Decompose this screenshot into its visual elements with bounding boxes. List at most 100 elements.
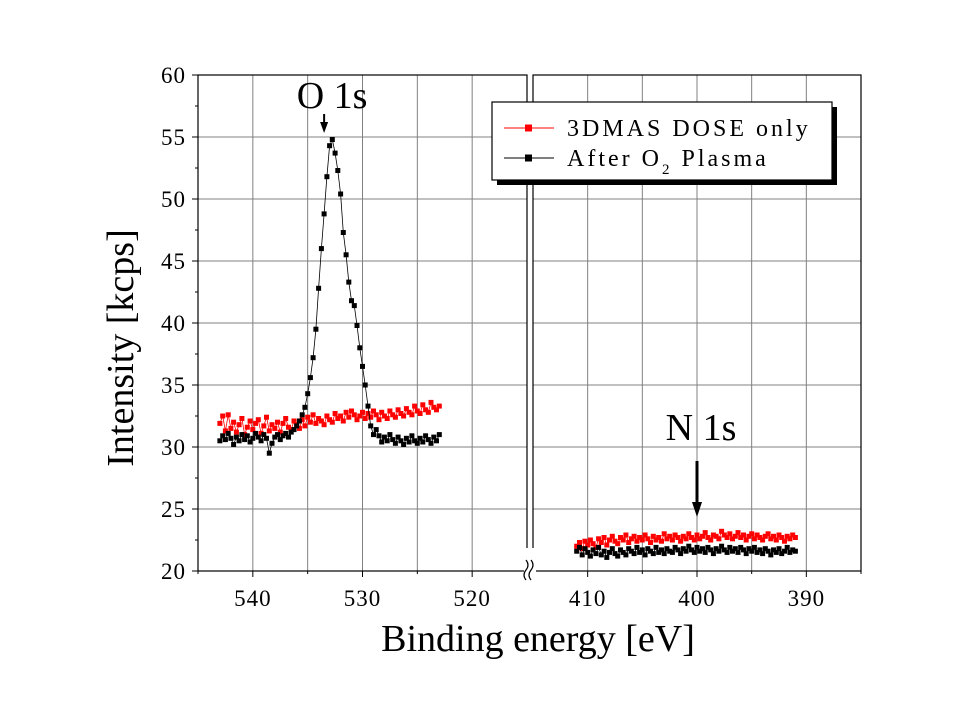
data-point <box>428 399 434 405</box>
data-point <box>784 544 790 550</box>
data-point <box>305 414 311 420</box>
data-point <box>340 230 346 235</box>
data-point <box>732 546 738 552</box>
data-point <box>716 548 722 554</box>
data-point <box>420 439 426 445</box>
data-point <box>634 544 640 550</box>
data-point <box>327 143 333 149</box>
data-point <box>346 279 352 285</box>
data-point <box>307 375 313 381</box>
data-point <box>601 548 607 554</box>
data-point <box>236 422 242 428</box>
data-point <box>656 535 662 540</box>
data-point <box>409 433 415 439</box>
data-point <box>604 542 610 548</box>
data-point <box>321 211 327 217</box>
data-point <box>727 531 733 537</box>
data-point <box>738 544 744 550</box>
data-point <box>746 533 752 539</box>
data-point <box>768 552 774 558</box>
data-point <box>409 412 415 418</box>
data-point <box>730 536 735 542</box>
data-point <box>360 409 365 415</box>
data-point <box>659 538 664 544</box>
data-point <box>694 544 700 550</box>
data-point <box>381 434 387 440</box>
data-point <box>697 536 703 542</box>
x-tick-label: 540 <box>234 586 272 611</box>
data-point <box>239 432 245 438</box>
data-point <box>239 416 245 421</box>
data-point <box>773 549 779 555</box>
data-point <box>318 246 324 252</box>
data-point <box>340 418 346 424</box>
data-point <box>261 423 267 429</box>
data-point <box>349 408 354 414</box>
data-point <box>782 538 787 544</box>
data-point <box>436 403 442 409</box>
data-point <box>593 551 599 557</box>
data-point <box>579 546 585 552</box>
data-point <box>631 551 637 557</box>
data-point <box>702 549 708 555</box>
data-point <box>686 531 692 537</box>
data-point <box>280 420 286 426</box>
annotation-n1s: N 1s <box>666 407 737 449</box>
data-point <box>713 546 719 552</box>
data-point <box>609 546 615 552</box>
data-point <box>417 435 423 441</box>
data-point <box>376 417 382 423</box>
data-point <box>233 434 239 440</box>
data-point <box>318 418 324 424</box>
data-point <box>272 425 278 431</box>
data-point <box>760 537 766 543</box>
data-point <box>678 538 684 544</box>
data-point <box>642 552 648 558</box>
data-point <box>765 531 771 537</box>
data-point <box>434 438 439 444</box>
data-point <box>349 298 354 304</box>
axis-break-mark <box>523 559 529 581</box>
data-point <box>790 547 796 553</box>
data-point <box>280 433 286 439</box>
data-point <box>324 174 330 180</box>
data-point <box>792 535 798 540</box>
data-point <box>705 544 711 550</box>
data-point <box>735 549 741 555</box>
data-point <box>615 553 621 559</box>
data-point <box>357 345 363 351</box>
data-point <box>768 536 774 542</box>
legend: 3DMAS DOSE only After O2 Plasma <box>491 101 837 185</box>
data-point <box>743 537 749 543</box>
y-axis-label: Intensity [kcps] <box>100 229 142 466</box>
data-point <box>648 540 653 545</box>
data-point <box>217 420 223 426</box>
data-point <box>650 551 656 557</box>
data-point <box>776 546 782 552</box>
data-point <box>266 450 272 456</box>
data-point <box>236 438 242 444</box>
x-axis-label: Binding energy [eV] <box>381 618 695 660</box>
data-point <box>741 532 746 538</box>
y-tick-label: 35 <box>161 373 186 398</box>
data-point <box>719 528 725 534</box>
x-tick-label: 390 <box>788 586 826 611</box>
annotation-arrowhead <box>692 502 702 517</box>
data-point <box>626 546 632 552</box>
data-point <box>381 413 387 419</box>
data-point <box>790 532 796 538</box>
data-point <box>403 435 409 441</box>
data-point <box>403 406 409 412</box>
data-point <box>269 422 275 428</box>
data-point <box>784 533 790 539</box>
data-point <box>425 437 431 443</box>
data-point <box>379 409 385 415</box>
data-point <box>264 414 269 420</box>
data-point <box>628 548 634 554</box>
data-point <box>258 430 264 436</box>
data-point <box>310 412 316 418</box>
data-point <box>302 423 308 429</box>
data-point <box>664 536 670 542</box>
y-tick-label: 25 <box>161 497 186 522</box>
data-point <box>406 439 412 445</box>
